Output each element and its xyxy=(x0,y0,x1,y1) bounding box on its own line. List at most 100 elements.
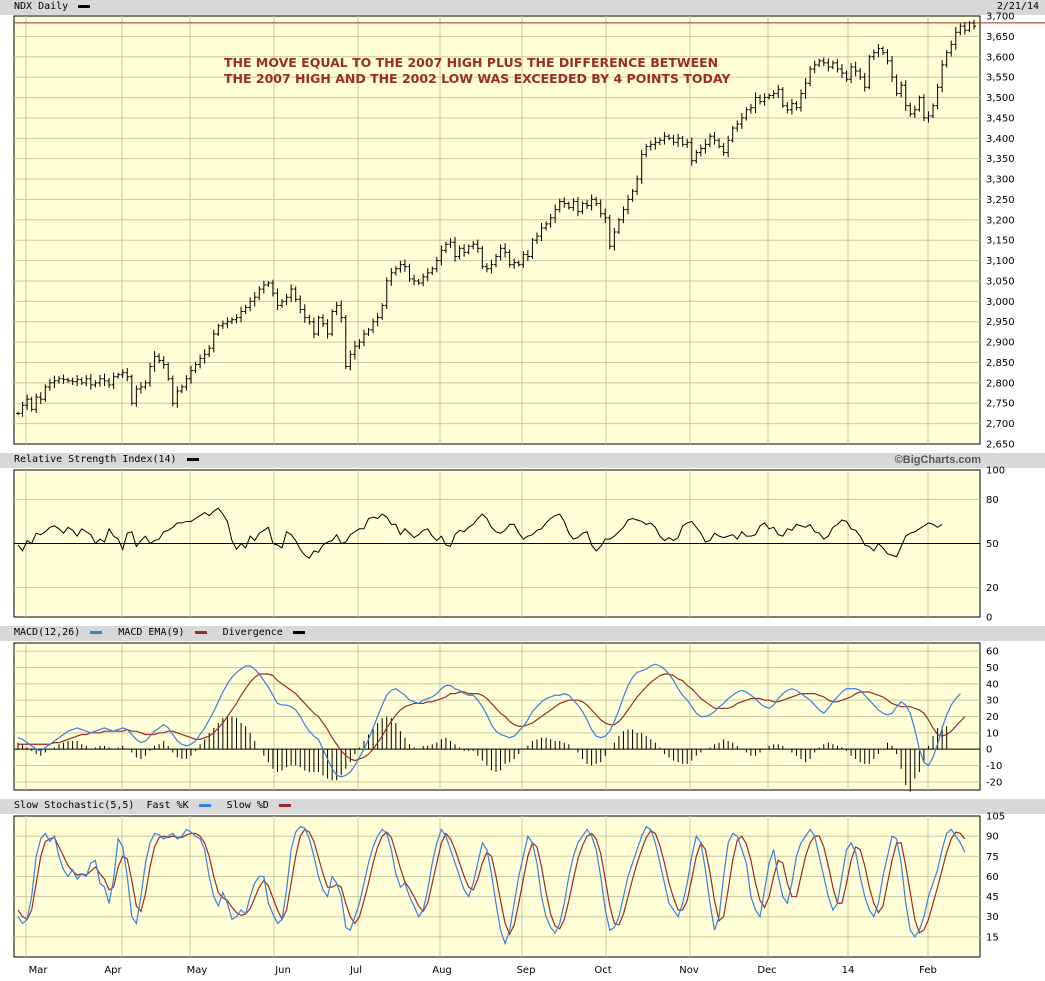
price-bar xyxy=(494,253,498,268)
price-bar xyxy=(935,83,940,110)
price-y-tick: 3,550 xyxy=(986,73,1015,84)
price-bar xyxy=(480,246,485,269)
price-bar xyxy=(598,199,603,218)
price-bar xyxy=(311,317,316,339)
price-bar xyxy=(903,80,908,111)
price-bar xyxy=(371,318,376,334)
symbol-text: NDX Daily xyxy=(14,1,69,12)
price-bar xyxy=(93,380,98,388)
x-tick-label: 14 xyxy=(842,965,855,976)
price-bar xyxy=(298,295,303,314)
price-bar xyxy=(361,329,366,347)
price-bar xyxy=(812,60,817,74)
price-bar xyxy=(676,133,681,147)
rsi-label: Relative Strength Index(14) xyxy=(14,454,199,465)
stoch-y-tick: 105 xyxy=(986,812,1005,823)
price-bar xyxy=(548,213,553,228)
rsi-label-text: Relative Strength Index(14) xyxy=(14,454,177,465)
price-bar xyxy=(544,221,549,231)
x-tick-label: Nov xyxy=(679,965,699,976)
fastk-label-text: Fast %K xyxy=(146,800,189,811)
price-bar xyxy=(890,55,895,83)
price-bar xyxy=(220,320,225,330)
price-bar xyxy=(767,93,772,100)
price-bar xyxy=(284,293,289,305)
price-bar xyxy=(534,232,539,244)
price-bar xyxy=(607,214,612,250)
price-bar xyxy=(38,392,43,405)
price-bar xyxy=(325,319,330,339)
price-bar xyxy=(689,137,694,166)
divergence-legend-swatch xyxy=(292,630,305,634)
price-bar xyxy=(393,266,398,276)
price-bar xyxy=(744,107,749,121)
stoch-panel-header: Slow Stochastic(5,5) Fast %K Slow %D xyxy=(0,799,1045,814)
stoch-plot-area xyxy=(13,815,981,958)
price-bar xyxy=(953,27,958,50)
macd-y-tick: 10 xyxy=(986,728,999,739)
rsi-line xyxy=(17,507,943,559)
price-bar xyxy=(644,143,649,158)
price-bar xyxy=(70,377,75,385)
price-bar xyxy=(161,356,166,369)
price-y-tick: 2,850 xyxy=(986,358,1015,369)
price-bar xyxy=(785,102,790,114)
price-bar xyxy=(211,329,216,353)
price-bar xyxy=(152,351,157,372)
price-bar xyxy=(125,368,130,382)
price-bar xyxy=(453,237,458,262)
price-bar xyxy=(789,98,794,115)
price-bar xyxy=(52,375,57,389)
price-bar xyxy=(940,60,945,93)
stoch-y-tick: 15 xyxy=(986,932,999,943)
price-bar xyxy=(179,384,184,394)
rsi-y-tick: 100 xyxy=(986,466,1005,477)
price-bar xyxy=(138,382,143,394)
price-bar xyxy=(75,375,80,387)
price-y-tick: 3,650 xyxy=(986,32,1015,43)
price-bar xyxy=(252,292,257,307)
price-bar xyxy=(612,227,617,251)
ema-label-text: MACD EMA(9) xyxy=(118,627,185,638)
price-bar xyxy=(402,259,407,272)
fastk-legend-swatch xyxy=(198,803,211,807)
price-y-tick: 2,800 xyxy=(986,378,1015,389)
price-bar xyxy=(188,365,193,384)
price-bar xyxy=(261,280,266,294)
price-bar xyxy=(803,78,808,99)
macd-y-tick: -10 xyxy=(986,761,1002,772)
price-bar xyxy=(680,136,685,147)
price-bar xyxy=(466,244,471,255)
rsi-y-tick: 20 xyxy=(986,583,999,594)
price-y-tick: 2,900 xyxy=(986,338,1015,349)
price-bar xyxy=(839,64,844,78)
price-bar xyxy=(703,139,708,154)
price-bar xyxy=(958,23,963,36)
stoch-legend: Slow Stochastic(5,5) Fast %K Slow %D xyxy=(14,800,291,811)
price-bar xyxy=(521,251,526,268)
annotation-line-2: THE 2007 HIGH AND THE 2002 LOW WAS EXCEE… xyxy=(224,71,731,86)
price-bar xyxy=(448,238,453,249)
x-tick-label: Jul xyxy=(349,965,362,976)
x-tick-label: Mar xyxy=(29,965,49,976)
price-y-tick: 2,700 xyxy=(986,419,1015,430)
price-bar xyxy=(239,306,244,323)
macd-legend-swatch xyxy=(90,630,103,634)
price-bar xyxy=(407,263,412,282)
x-tick-label: Sep xyxy=(517,965,536,976)
price-y-tick: 3,400 xyxy=(986,134,1015,145)
price-bar xyxy=(698,144,703,157)
price-bar xyxy=(921,94,926,122)
price-bar xyxy=(343,315,348,370)
price-bar xyxy=(835,59,840,73)
price-bar xyxy=(808,66,813,87)
price-bar xyxy=(630,188,635,202)
price-bar xyxy=(280,299,285,308)
price-bar xyxy=(457,245,462,260)
price-bar xyxy=(880,46,885,55)
price-y-tick: 2,750 xyxy=(986,399,1015,410)
price-bar xyxy=(380,303,385,320)
price-y-tick: 3,350 xyxy=(986,154,1015,165)
price-bar xyxy=(79,377,84,386)
price-bar xyxy=(266,281,271,287)
